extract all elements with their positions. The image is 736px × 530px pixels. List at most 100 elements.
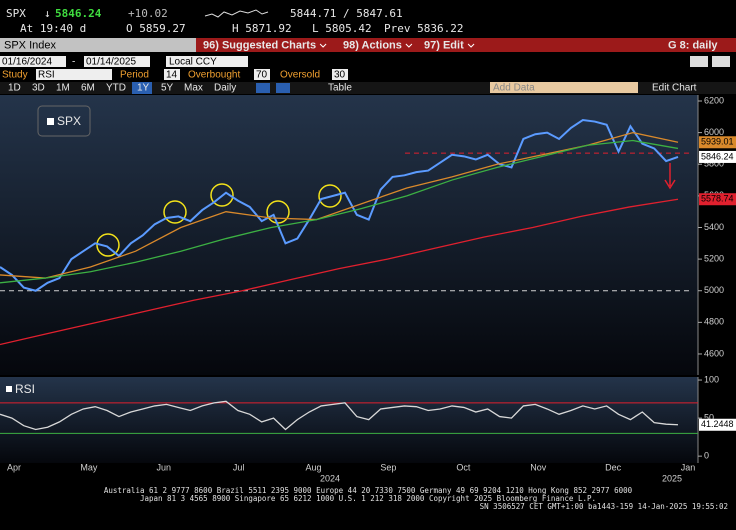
x-tick-label: Apr: [7, 462, 21, 472]
series-line: [0, 131, 679, 279]
down-arrow: ↓: [44, 7, 51, 20]
last-price: 5846.24: [55, 7, 102, 20]
currency[interactable]: Local CCY: [169, 57, 217, 68]
x-tick-label: Oct: [456, 462, 471, 472]
x-tick-label: Aug: [306, 462, 322, 472]
series-line: [0, 198, 679, 346]
legend-swatch: [47, 118, 54, 125]
value-tag-label: 5578.74: [701, 194, 734, 204]
dash: -: [72, 57, 75, 68]
y-tick-label: 5200: [704, 253, 724, 263]
y-tick-label: 6200: [704, 95, 724, 105]
menu-item[interactable]: 96) Suggested Charts: [203, 39, 316, 51]
value-tag-label: 5939.01: [701, 137, 734, 147]
oversold-label: Oversold: [280, 70, 320, 81]
end-date[interactable]: 01/14/2025: [86, 57, 136, 68]
index-box: [0, 38, 196, 52]
y-tick-label: 5800: [704, 159, 724, 169]
period-field[interactable]: [164, 69, 180, 80]
start-date[interactable]: 01/16/2024: [2, 57, 52, 68]
menu-item[interactable]: 97) Edit: [424, 39, 464, 51]
range-button[interactable]: 6M: [81, 83, 95, 94]
series-line: [0, 118, 679, 292]
redo[interactable]: [712, 56, 730, 67]
legend-swatch: [6, 386, 12, 392]
study-field[interactable]: [36, 69, 112, 80]
page-label: G 8: daily: [668, 39, 718, 51]
value-tag-label: 41.2448: [701, 419, 734, 429]
caret: [319, 43, 327, 48]
range-button[interactable]: Max: [184, 83, 203, 94]
legend-box: [37, 105, 91, 137]
edit-chart[interactable]: Edit Chart: [652, 83, 697, 94]
footer-line: SN 3506527 CET GMT+1:00 ba1443-159 14-Ja…: [480, 502, 728, 511]
rsi-panel: [0, 377, 698, 463]
range-button[interactable]: 5Y: [161, 83, 174, 94]
y-tick-label: 4800: [704, 317, 724, 327]
down-arrow-annotation: [664, 163, 676, 190]
value-tag: [699, 193, 736, 206]
high: H 5871.92: [232, 22, 292, 35]
x-tick-label: Dec: [605, 462, 622, 472]
y-tick-label: 5000: [704, 285, 724, 295]
add-data[interactable]: Add Data: [493, 83, 535, 94]
index-name: SPX Index: [4, 39, 56, 51]
year-label: 2025: [662, 473, 682, 483]
open: O 5859.27: [126, 22, 186, 35]
time: At 19:40 d: [20, 22, 86, 35]
footer-line: Japan 81 3 4565 8900 Singapore 65 6212 1…: [140, 494, 596, 503]
period-label: Period: [120, 70, 149, 81]
sparkline: [204, 9, 269, 18]
study-label: Study: [2, 70, 28, 81]
add-data-field[interactable]: [490, 82, 638, 93]
symbol: SPX: [6, 7, 26, 20]
y-tick-label: 6000: [704, 127, 724, 137]
tool-button[interactable]: [256, 83, 270, 93]
tool-button[interactable]: [276, 83, 290, 93]
selected-range: [132, 82, 152, 94]
y-tick-label: 5400: [704, 222, 724, 232]
year-label: 2024: [320, 473, 340, 483]
y-tick-label: 4600: [704, 348, 724, 358]
x-tick-label: Jul: [233, 462, 245, 472]
date-field[interactable]: [0, 56, 66, 67]
table-button[interactable]: Table: [328, 83, 352, 94]
date-field[interactable]: [84, 56, 150, 67]
range-button[interactable]: 3D: [32, 83, 45, 94]
prev: Prev 5836.22: [384, 22, 463, 35]
undo[interactable]: [690, 56, 708, 67]
footer-line: Australia 61 2 9777 8600 Brazil 5511 239…: [104, 486, 633, 495]
range-button[interactable]: 1Y: [137, 83, 150, 94]
caret: [467, 43, 475, 48]
value-tag: [699, 150, 736, 163]
y-tick-label: 0: [704, 451, 709, 461]
range-button[interactable]: YTD: [106, 83, 126, 94]
x-tick-label: Sep: [380, 462, 396, 472]
range-button[interactable]: 1M: [56, 83, 70, 94]
x-tick-label: Jun: [157, 462, 172, 472]
y-tick-label: 50: [704, 412, 714, 422]
range-button[interactable]: 1D: [8, 83, 21, 94]
price-panel: [0, 95, 698, 375]
series-line: [0, 139, 679, 284]
oversold[interactable]: 30: [334, 70, 346, 81]
currency-field[interactable]: [166, 56, 248, 67]
period[interactable]: 14: [166, 70, 178, 81]
x-tick-label: Jan: [681, 462, 696, 472]
value-tag-label: 5846.24: [701, 151, 734, 161]
overbought-field[interactable]: [254, 69, 270, 80]
x-tick-label: May: [80, 462, 98, 472]
overbought-label: Overbought: [188, 70, 240, 81]
series-line: [0, 400, 679, 431]
legend-label: SPX: [57, 114, 81, 128]
y-tick-label: 100: [704, 374, 719, 384]
menu-item[interactable]: 98) Actions: [343, 39, 402, 51]
frequency[interactable]: Daily: [214, 83, 236, 94]
caret: [405, 43, 413, 48]
oversold-field[interactable]: [332, 69, 348, 80]
x-tick-label: Nov: [530, 462, 547, 472]
study[interactable]: RSI: [38, 70, 55, 81]
overbought[interactable]: 70: [256, 70, 268, 81]
legend-label: RSI: [15, 382, 35, 396]
